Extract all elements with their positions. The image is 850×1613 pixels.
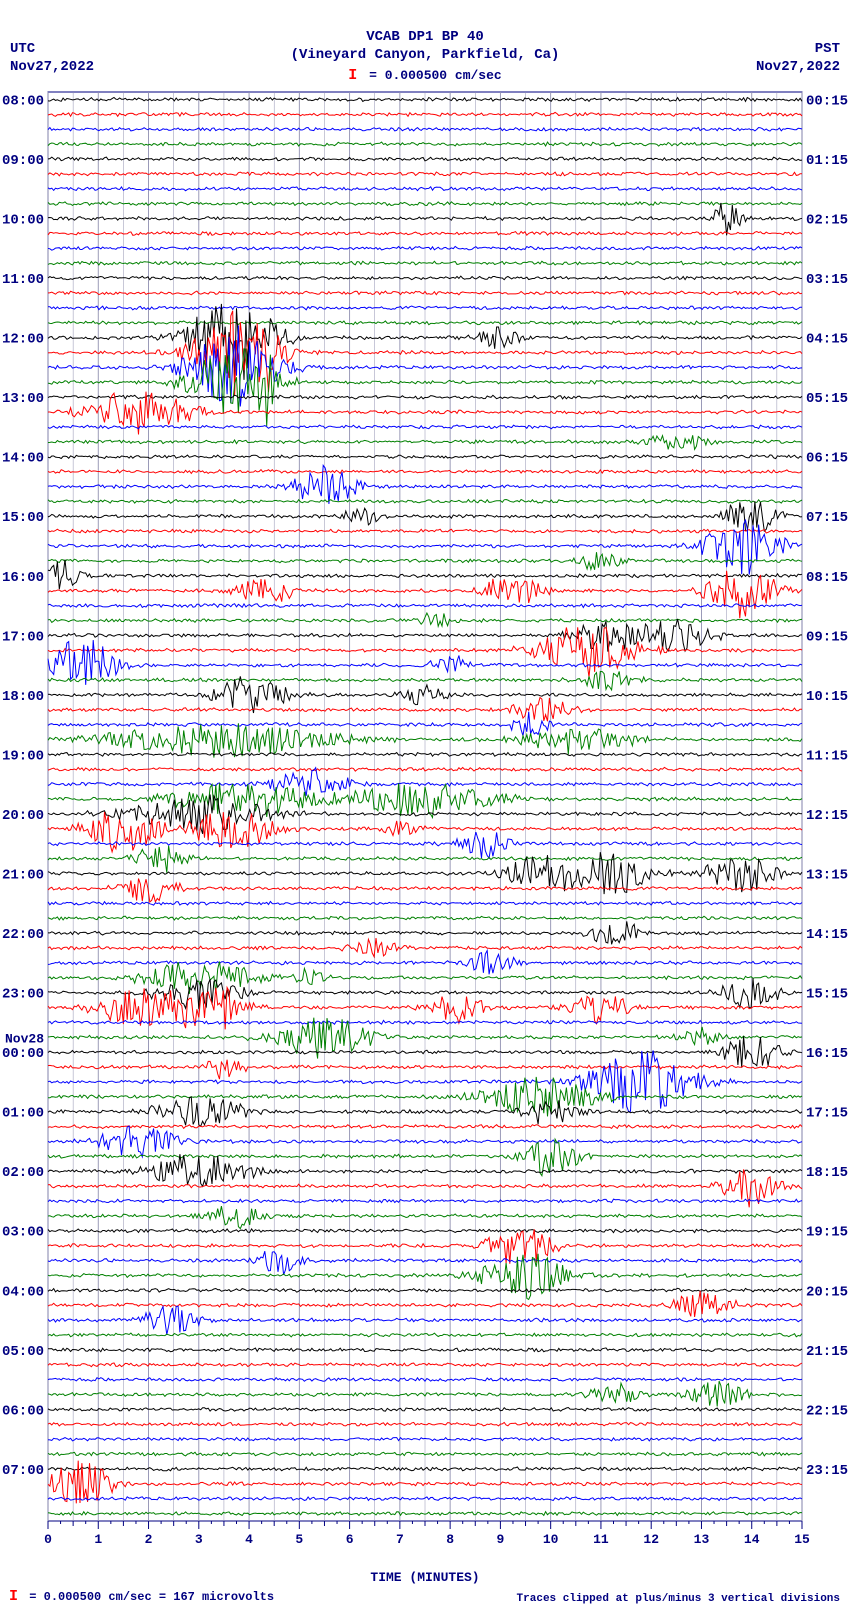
svg-text:05:00: 05:00	[2, 1344, 44, 1360]
svg-text:03:15: 03:15	[806, 272, 848, 288]
svg-text:15:00: 15:00	[2, 510, 44, 526]
pst-label: PST Nov27,2022	[756, 40, 840, 76]
svg-text:7: 7	[396, 1532, 404, 1547]
svg-text:02:00: 02:00	[2, 1165, 44, 1181]
svg-text:21:00: 21:00	[2, 867, 44, 883]
svg-text:18:15: 18:15	[806, 1165, 848, 1181]
svg-text:10:15: 10:15	[806, 689, 848, 705]
svg-text:10: 10	[543, 1532, 559, 1547]
station-location: (Vineyard Canyon, Parkfield, Ca)	[0, 46, 850, 64]
svg-text:22:00: 22:00	[2, 927, 44, 943]
svg-text:00:15: 00:15	[806, 93, 848, 109]
svg-text:13:00: 13:00	[2, 391, 44, 407]
svg-text:00:00: 00:00	[2, 1046, 44, 1062]
svg-text:4: 4	[245, 1532, 253, 1547]
svg-text:14:00: 14:00	[2, 451, 44, 467]
svg-text:13:15: 13:15	[806, 867, 848, 883]
svg-text:19:15: 19:15	[806, 1225, 848, 1241]
svg-text:8: 8	[446, 1532, 454, 1547]
svg-text:15: 15	[794, 1532, 810, 1547]
svg-text:2: 2	[145, 1532, 153, 1547]
svg-text:0: 0	[44, 1532, 52, 1547]
footer-scale: I = 0.000500 cm/sec = 167 microvolts	[0, 1588, 274, 1605]
svg-text:13: 13	[694, 1532, 710, 1547]
svg-text:Nov28: Nov28	[5, 1032, 44, 1047]
svg-text:21:15: 21:15	[806, 1344, 848, 1360]
svg-text:17:15: 17:15	[806, 1106, 848, 1122]
svg-text:06:00: 06:00	[2, 1403, 44, 1419]
svg-text:14: 14	[744, 1532, 760, 1547]
svg-text:09:00: 09:00	[2, 153, 44, 169]
svg-text:3: 3	[195, 1532, 203, 1547]
plot-header: VCAB DP1 BP 40 (Vineyard Canyon, Parkfie…	[0, 0, 850, 86]
svg-text:01:00: 01:00	[2, 1106, 44, 1122]
svg-text:14:15: 14:15	[806, 927, 848, 943]
svg-text:18:00: 18:00	[2, 689, 44, 705]
svg-text:19:00: 19:00	[2, 748, 44, 764]
utc-label: UTC Nov27,2022	[10, 40, 94, 76]
svg-text:15:15: 15:15	[806, 987, 848, 1003]
station-id: VCAB DP1 BP 40	[0, 28, 850, 46]
footer-scale-text: = 0.000500 cm/sec = 167 microvolts	[29, 1590, 274, 1604]
svg-text:07:00: 07:00	[2, 1463, 44, 1479]
helicorder-plot: 012345678910111213141508:0009:0010:0011:…	[48, 88, 802, 1549]
svg-text:12: 12	[643, 1532, 659, 1547]
svg-text:9: 9	[496, 1532, 504, 1547]
svg-text:05:15: 05:15	[806, 391, 848, 407]
svg-text:5: 5	[295, 1532, 303, 1547]
svg-text:12:00: 12:00	[2, 332, 44, 348]
svg-text:07:15: 07:15	[806, 510, 848, 526]
svg-text:08:00: 08:00	[2, 93, 44, 109]
footer-clip: Traces clipped at plus/minus 3 vertical …	[517, 1593, 840, 1605]
svg-text:04:15: 04:15	[806, 332, 848, 348]
svg-text:10:00: 10:00	[2, 213, 44, 229]
svg-text:08:15: 08:15	[806, 570, 848, 586]
svg-text:06:15: 06:15	[806, 451, 848, 467]
svg-text:04:00: 04:00	[2, 1284, 44, 1300]
svg-text:1: 1	[94, 1532, 102, 1547]
svg-text:03:00: 03:00	[2, 1225, 44, 1241]
svg-text:20:15: 20:15	[806, 1284, 848, 1300]
scale-bar-icon: I	[348, 66, 357, 86]
tz-pst: PST	[756, 40, 840, 58]
svg-text:11:00: 11:00	[2, 272, 44, 288]
svg-text:11: 11	[593, 1532, 609, 1547]
date-utc: Nov27,2022	[10, 58, 94, 76]
svg-text:09:15: 09:15	[806, 629, 848, 645]
svg-text:20:00: 20:00	[2, 808, 44, 824]
scale-legend: I = 0.000500 cm/sec	[0, 66, 850, 86]
scale-bar-icon: I	[0, 1588, 18, 1605]
svg-text:22:15: 22:15	[806, 1403, 848, 1419]
scale-value: = 0.000500 cm/sec	[369, 68, 502, 83]
svg-text:23:00: 23:00	[2, 987, 44, 1003]
svg-text:23:15: 23:15	[806, 1463, 848, 1479]
svg-text:6: 6	[346, 1532, 354, 1547]
date-pst: Nov27,2022	[756, 58, 840, 76]
x-axis-label: TIME (MINUTES)	[0, 1570, 850, 1585]
svg-text:01:15: 01:15	[806, 153, 848, 169]
svg-text:16:00: 16:00	[2, 570, 44, 586]
svg-text:11:15: 11:15	[806, 748, 848, 764]
svg-text:12:15: 12:15	[806, 808, 848, 824]
svg-text:17:00: 17:00	[2, 629, 44, 645]
tz-utc: UTC	[10, 40, 94, 58]
svg-text:16:15: 16:15	[806, 1046, 848, 1062]
svg-text:02:15: 02:15	[806, 213, 848, 229]
